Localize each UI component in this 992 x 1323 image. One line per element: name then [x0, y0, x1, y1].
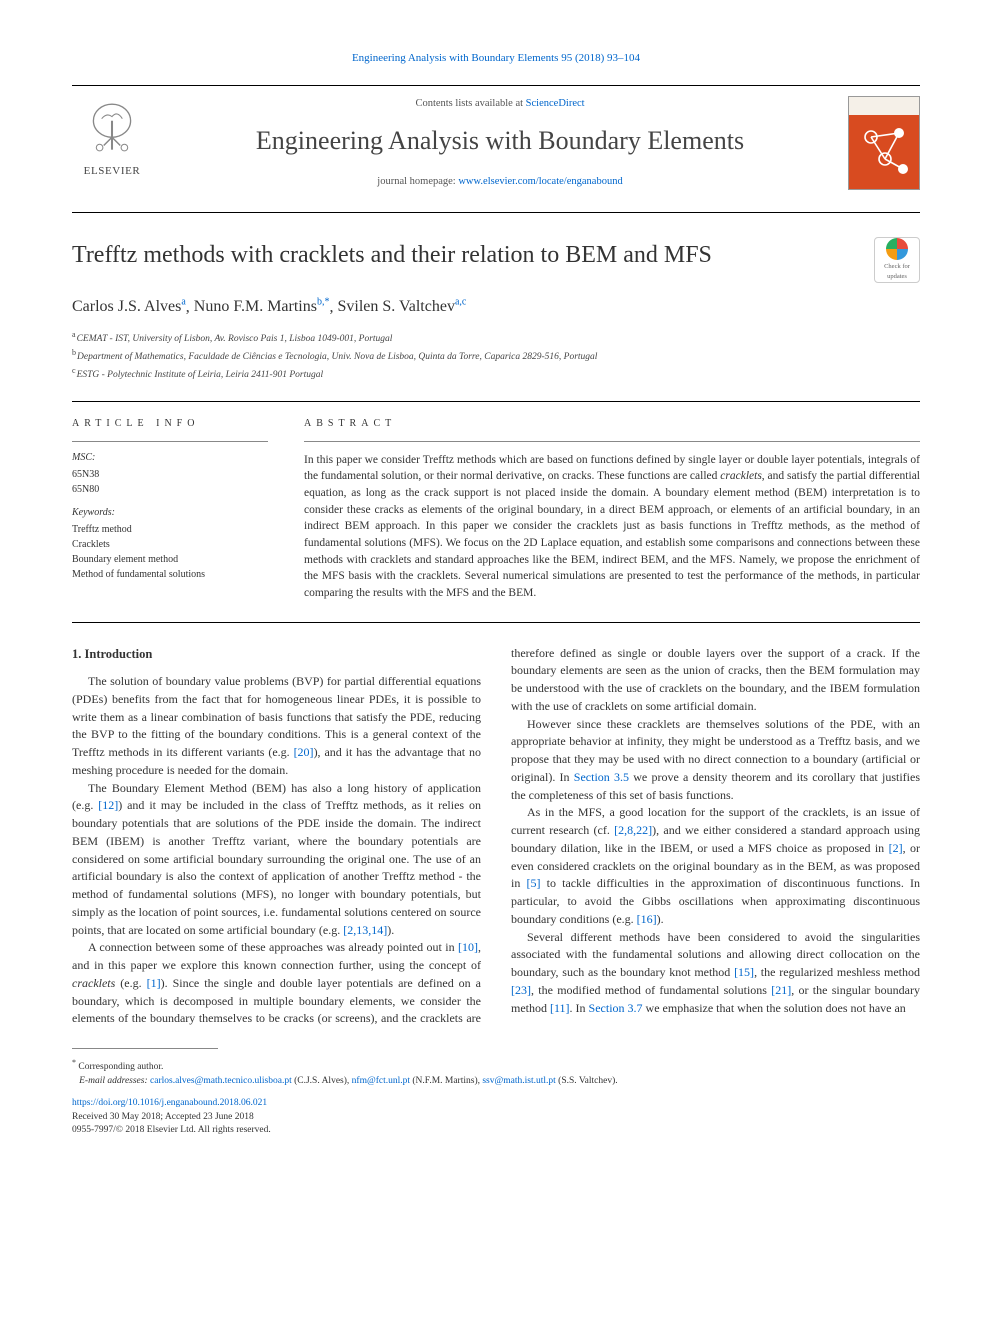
dates-line: Received 30 May 2018; Accepted 23 June 2… [72, 1111, 920, 1125]
footer: * Corresponding author. E-mail addresses… [72, 1057, 920, 1138]
author: Carlos J.S. Alvesa [72, 298, 186, 315]
citation-ref[interactable]: [21] [771, 983, 791, 997]
email-link[interactable]: nfm@fct.unl.pt [352, 1076, 410, 1086]
abstract-text: In this paper we consider Trefftz method… [304, 452, 920, 602]
footnote-separator [72, 1048, 218, 1049]
section-ref[interactable]: Section 3.7 [589, 1001, 643, 1015]
body-text: 1. Introduction The solution of boundary… [72, 645, 920, 1029]
check-updates-label: Check for updates [875, 262, 919, 282]
msc-label: MSC: [72, 450, 268, 465]
citation-ref[interactable]: [5] [526, 876, 540, 890]
publisher-name: ELSEVIER [84, 163, 141, 180]
journal-name: Engineering Analysis with Boundary Eleme… [164, 121, 836, 160]
keyword: Method of fundamental solutions [72, 567, 268, 582]
article-info-sidebar: ARTICLE INFO MSC: 65N38 65N80 Keywords: … [72, 416, 268, 602]
email-link[interactable]: ssv@math.ist.utl.pt [482, 1076, 555, 1086]
citation-ref[interactable]: [12] [98, 798, 118, 812]
journal-header: ELSEVIER Contents lists available at Sci… [72, 85, 920, 213]
sciencedirect-link[interactable]: ScienceDirect [526, 98, 585, 109]
keyword: Cracklets [72, 537, 268, 552]
author: Nuno F.M. Martinsb,* [194, 298, 330, 315]
keyword: Trefftz method [72, 522, 268, 537]
article-title: Trefftz methods with cracklets and their… [72, 237, 874, 273]
citation-ref[interactable]: [10] [458, 940, 478, 954]
author-list: Carlos J.S. Alvesa, Nuno F.M. Martinsb,*… [72, 295, 920, 319]
keywords-label: Keywords: [72, 505, 268, 520]
publisher-logo: ELSEVIER [72, 96, 152, 184]
citation-ref[interactable]: [2] [889, 841, 903, 855]
corresponding-author-note: * Corresponding author. [72, 1057, 920, 1075]
divider [72, 401, 920, 402]
issn-copyright: 0955-7997/© 2018 Elsevier Ltd. All right… [72, 1124, 920, 1138]
citation-ref[interactable]: [23] [511, 983, 531, 997]
check-updates-badge[interactable]: Check for updates [874, 237, 920, 283]
divider [72, 622, 920, 623]
citation-ref[interactable]: [2,8,22] [614, 823, 652, 837]
citation-ref[interactable]: [20] [294, 745, 314, 759]
article-info-heading: ARTICLE INFO [72, 416, 268, 431]
section-heading: 1. Introduction [72, 645, 481, 664]
journal-homepage: journal homepage: www.elsevier.com/locat… [164, 174, 836, 190]
citation-ref[interactable]: [1] [147, 976, 161, 990]
elsevier-tree-icon [81, 98, 143, 160]
citation-ref[interactable]: [11] [550, 1001, 570, 1015]
keyword: Boundary element method [72, 552, 268, 567]
doi-link[interactable]: https://doi.org/10.1016/j.enganabound.20… [72, 1098, 267, 1108]
citation-ref[interactable]: [15] [734, 965, 754, 979]
abstract-column: ABSTRACT In this paper we consider Treff… [304, 416, 920, 602]
homepage-link[interactable]: www.elsevier.com/locate/enganabound [458, 176, 622, 187]
check-updates-icon [886, 238, 908, 260]
contents-available: Contents lists available at ScienceDirec… [164, 96, 836, 112]
section-ref[interactable]: Section 3.5 [574, 770, 629, 784]
running-citation: Engineering Analysis with Boundary Eleme… [72, 50, 920, 67]
msc-code: 65N80 [72, 482, 268, 497]
emails-line: E-mail addresses: carlos.alves@math.tecn… [72, 1075, 920, 1089]
msc-code: 65N38 [72, 467, 268, 482]
author: Svilen S. Valtcheva,c [337, 298, 466, 315]
citation-ref[interactable]: [16] [637, 912, 657, 926]
affiliations: aCEMAT - IST, University of Lisbon, Av. … [72, 329, 920, 383]
email-link[interactable]: carlos.alves@math.tecnico.ulisboa.pt [150, 1076, 292, 1086]
citation-ref[interactable]: [2,13,14] [343, 923, 387, 937]
journal-cover-thumbnail [848, 96, 920, 190]
abstract-heading: ABSTRACT [304, 416, 920, 431]
